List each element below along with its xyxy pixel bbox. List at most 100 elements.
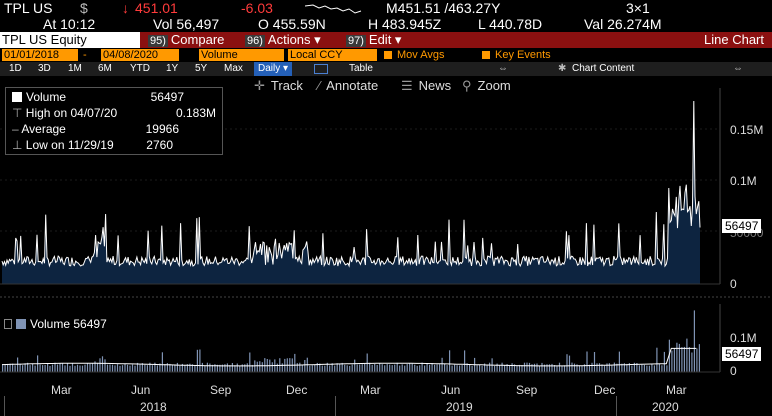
volume-bar — [543, 364, 546, 372]
period-6m[interactable]: 6M — [98, 63, 112, 74]
volume-bar — [658, 363, 660, 372]
volume-bar — [578, 365, 581, 372]
compare-button[interactable]: 95) Compare — [148, 32, 224, 48]
chart-content-button[interactable]: Chart Content — [572, 63, 635, 74]
volume-bar — [181, 363, 183, 372]
volume-bar — [159, 363, 161, 372]
legend-average-label: Average — [21, 122, 66, 136]
volume-bar — [91, 363, 94, 372]
volume-bar — [678, 343, 680, 372]
volume-bar — [416, 365, 418, 372]
period-1d[interactable]: 1D — [9, 63, 22, 74]
expand-icon[interactable]: ⇔ — [498, 63, 508, 74]
start-date-field[interactable]: 01/01/2018 — [2, 49, 78, 61]
volume-bar — [361, 364, 363, 372]
volume-bar — [501, 362, 503, 372]
end-date-field[interactable]: 04/08/2020 — [101, 49, 179, 61]
volume-bar — [598, 363, 601, 372]
dropdown-icon[interactable] — [4, 319, 12, 329]
volume-bar — [151, 365, 153, 372]
volume-bar — [161, 352, 163, 372]
volume-bar — [434, 364, 436, 372]
period-max[interactable]: Max — [224, 63, 243, 74]
chevron-down-icon: ▾ — [310, 32, 321, 47]
quote-ticker: TPL US — [4, 0, 53, 16]
volume-bar — [366, 353, 368, 372]
volume-bar — [489, 362, 491, 372]
period-ytd[interactable]: YTD — [130, 63, 150, 74]
volume-bar — [66, 363, 69, 372]
zoom-button[interactable]: ⚲ Zoom — [462, 77, 511, 95]
volume-bar — [603, 365, 606, 372]
volume-bar — [199, 349, 201, 372]
lower-legend-label: Volume — [30, 317, 71, 331]
volume-bar — [22, 365, 24, 372]
period-5y[interactable]: 5Y — [195, 63, 208, 74]
volume-bar — [536, 363, 538, 372]
legend-low-row: ⊥ Low on 11/29/19 — [12, 138, 114, 152]
volume-bar-chart[interactable] — [0, 304, 772, 380]
news-button[interactable]: ☰ News — [401, 77, 451, 95]
volume-bar — [47, 363, 49, 372]
volume-bar — [499, 365, 501, 372]
volume-bar — [56, 364, 59, 372]
volume-bar — [96, 362, 99, 372]
volume-bar — [661, 365, 663, 372]
volume-bar — [513, 364, 516, 372]
volume-bar — [404, 365, 406, 372]
volume-bar — [74, 365, 76, 372]
legend-low-label: Low on 11/29/19 — [25, 138, 114, 152]
volume-bar — [281, 363, 283, 372]
security-field[interactable]: TPL US Equity — [0, 32, 140, 48]
volume-bar — [226, 363, 228, 372]
volume-bar — [696, 348, 698, 372]
volume-bar — [563, 365, 566, 372]
period-1m[interactable]: 1M — [68, 63, 82, 74]
gear-icon[interactable]: ✱ — [558, 63, 567, 74]
edit-label: Edit — [368, 32, 392, 47]
key-events-toggle[interactable]: Key Events — [482, 49, 551, 61]
quote-bid-ask: M451.51 /463.27Y — [386, 0, 501, 16]
edit-button[interactable]: 97) Edit ▾ — [346, 32, 401, 48]
collapse-icon[interactable]: ⇔ — [733, 63, 743, 74]
actions-label: Actions — [267, 32, 311, 47]
track-button[interactable]: ✛ Track — [254, 77, 303, 95]
volume-bar — [336, 363, 338, 372]
field-select[interactable]: Volume — [199, 49, 284, 61]
volume-bar — [121, 365, 124, 372]
quote-last: 451.01 — [135, 0, 178, 16]
actions-button[interactable]: 96) Actions ▾ — [245, 32, 321, 48]
volume-bar — [244, 364, 246, 372]
volume-bar — [139, 364, 141, 372]
volume-bar — [693, 310, 695, 372]
x-tick-label: Jun — [441, 383, 461, 397]
volume-bar — [429, 364, 431, 372]
table-button[interactable]: Table — [349, 63, 373, 74]
volume-bar — [311, 365, 313, 372]
currency-select[interactable]: Local CCY — [288, 49, 377, 61]
volume-bar — [406, 364, 408, 372]
volume-line-chart[interactable] — [0, 88, 772, 298]
volume-bar — [588, 364, 591, 372]
volume-bar — [79, 365, 81, 372]
volume-bar — [76, 364, 79, 372]
volume-bar — [304, 360, 306, 372]
volume-bar — [436, 364, 438, 372]
volume-bar — [466, 363, 468, 372]
volume-bar — [99, 358, 101, 372]
mov-avgs-toggle[interactable]: Mov Avgs — [384, 49, 445, 61]
line-chart-icon[interactable] — [314, 64, 328, 74]
volume-bar — [523, 362, 526, 372]
volume-bar — [39, 364, 41, 372]
period-1y[interactable]: 1Y — [166, 63, 179, 74]
period-3d[interactable]: 3D — [38, 63, 51, 74]
frequency-select[interactable]: Daily ▾ — [254, 62, 293, 76]
volume-bar — [528, 362, 531, 372]
volume-bar — [583, 364, 586, 372]
legend-high-label: High on 04/07/20 — [25, 106, 118, 120]
legend-title: Volume — [26, 90, 67, 104]
volume-bar — [384, 365, 386, 372]
x-tick-label: Mar — [360, 383, 381, 397]
annotate-button[interactable]: ∕ Annotate — [318, 77, 378, 95]
volume-bar — [19, 363, 21, 372]
